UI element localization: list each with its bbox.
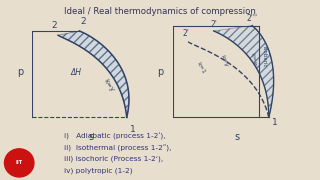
Text: iv) polytropic (1-2): iv) polytropic (1-2) bbox=[64, 167, 132, 174]
Text: 2': 2' bbox=[182, 29, 189, 38]
Text: 2: 2 bbox=[80, 17, 86, 26]
Text: s: s bbox=[89, 132, 94, 142]
Text: Ideal / Real thermodynamics of compression: Ideal / Real thermodynamics of compressi… bbox=[64, 7, 256, 16]
Text: 1: 1 bbox=[130, 125, 135, 134]
Text: 2': 2' bbox=[210, 20, 217, 29]
Text: p: p bbox=[17, 67, 23, 77]
Text: IIT: IIT bbox=[16, 160, 23, 165]
Text: iii) isochoric (Process 1-2ʻ),: iii) isochoric (Process 1-2ʻ), bbox=[64, 156, 163, 162]
Text: ii)  Isothermal (process 1-2ʺ),: ii) Isothermal (process 1-2ʺ), bbox=[64, 145, 172, 152]
Text: 1: 1 bbox=[272, 118, 278, 127]
Text: k=y: k=y bbox=[103, 77, 115, 93]
Text: 2''': 2''' bbox=[247, 14, 258, 23]
Text: s: s bbox=[234, 132, 239, 142]
Text: 2: 2 bbox=[52, 21, 57, 30]
Polygon shape bbox=[58, 31, 129, 117]
Text: k=1: k=1 bbox=[196, 61, 206, 75]
Text: isobaric: isobaric bbox=[261, 46, 266, 68]
Text: ΔH: ΔH bbox=[70, 68, 81, 76]
Text: p: p bbox=[157, 67, 163, 77]
Text: i)   Adiabatic (process 1-2ʹ),: i) Adiabatic (process 1-2ʹ), bbox=[64, 133, 165, 140]
Polygon shape bbox=[214, 26, 274, 117]
Circle shape bbox=[4, 149, 34, 177]
Text: k=y: k=y bbox=[219, 54, 228, 68]
Text: k=∞: k=∞ bbox=[250, 53, 257, 68]
